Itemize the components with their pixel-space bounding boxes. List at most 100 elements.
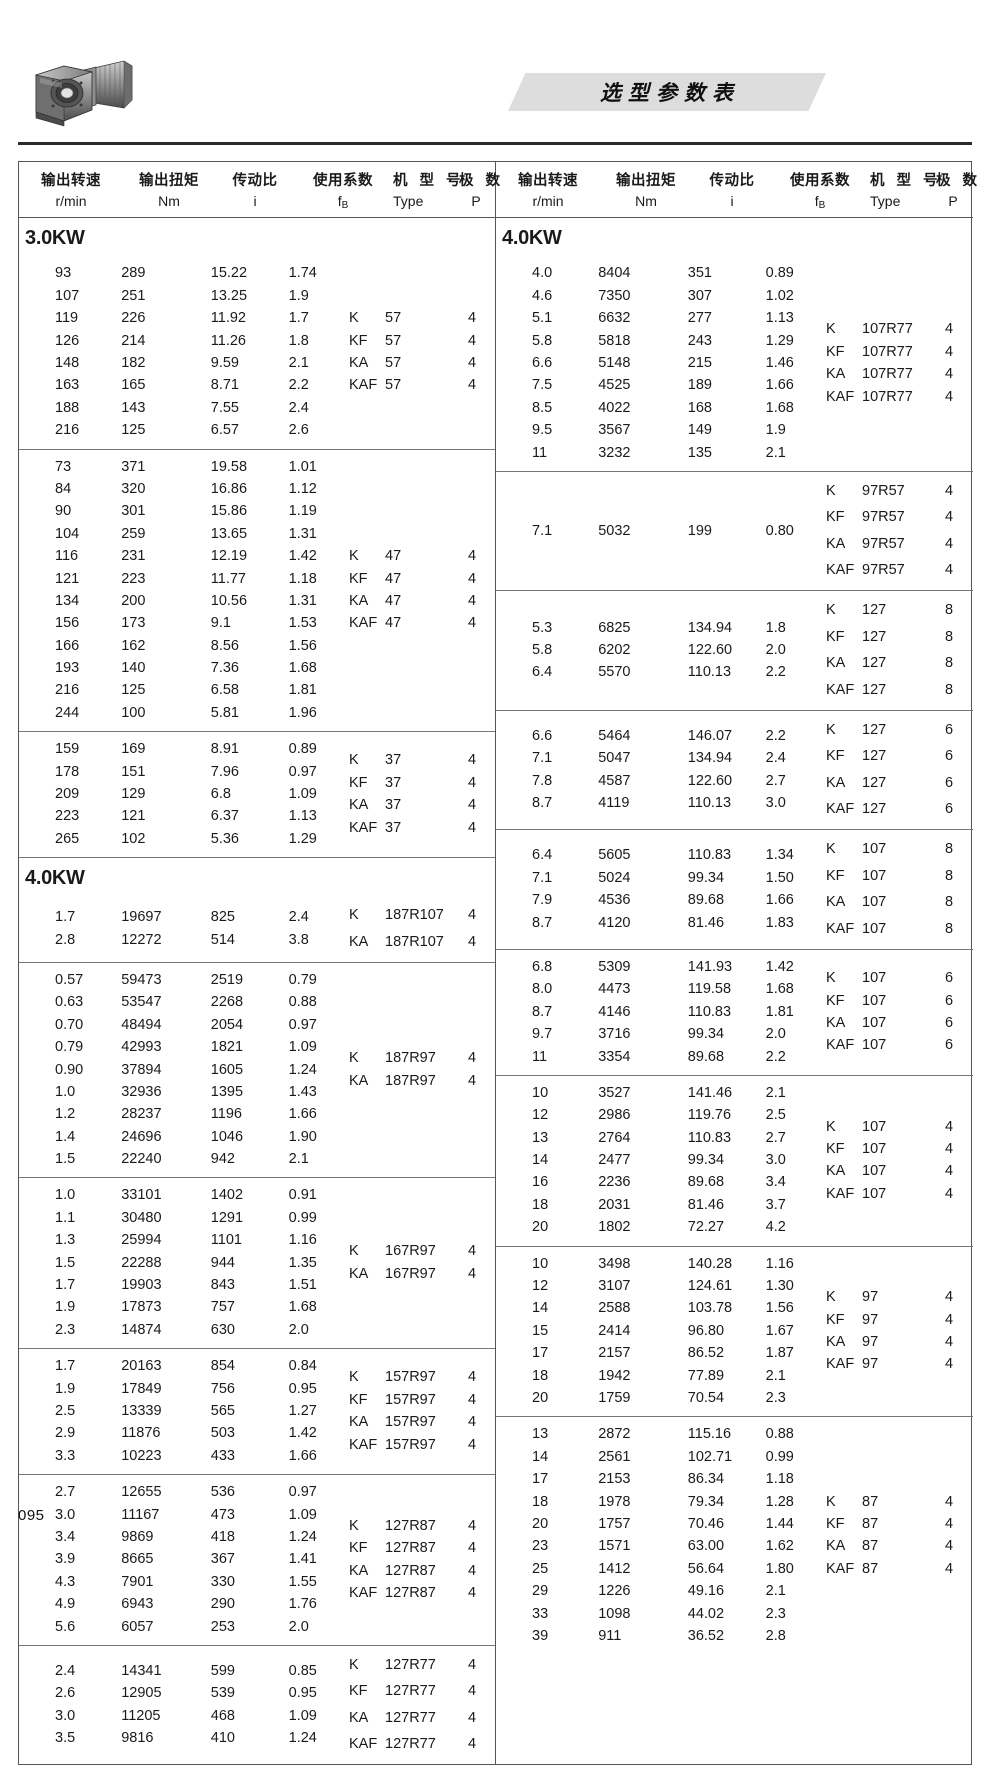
cell-service-factor: 3.0 — [765, 1152, 786, 1169]
cell-service-factor: 2.1 — [765, 1583, 786, 1600]
cell-output-speed: 9.5 — [532, 422, 553, 439]
model-group-block: 2.7 12655 536 0.97 3.0 11167 473 1.09 3.4 9869 418… — [19, 1475, 495, 1646]
cell-service-factor: 1.29 — [288, 830, 317, 847]
cell-service-factor: 0.95 — [288, 1685, 317, 1702]
cell-service-factor: 1.19 — [288, 503, 317, 520]
table-row: 13 2764 110.83 2.7 — [504, 1127, 826, 1149]
cell-output-torque: 12905 — [121, 1685, 162, 1702]
cell-ratio: 290 — [210, 1596, 235, 1613]
cell-type: K 107 — [826, 836, 938, 862]
model-type-row: KA 57 4 — [349, 352, 495, 374]
cell-output-torque: 11876 — [121, 1425, 161, 1442]
cell-type: KA 37 — [349, 794, 461, 816]
type-model: 97R57 — [862, 509, 905, 526]
cell-poles: 4 — [944, 1185, 954, 1202]
cell-output-speed: 17 — [532, 1471, 549, 1488]
cell-ratio: 15.22 — [210, 265, 248, 282]
cell-service-factor: 1.9 — [765, 422, 786, 439]
cell-ratio: 119.58 — [687, 981, 732, 998]
cell-output-torque: 48494 — [121, 1016, 162, 1033]
model-group-block: 10 3498 140.28 1.16 12 3107 124.61 1.30 14 2588 10… — [496, 1247, 973, 1418]
cell-output-torque: 4587 — [598, 772, 631, 789]
parameter-rows: 1.7 20163 854 0.84 1.9 17849 756 0.95 2.5 13339 56… — [19, 1355, 349, 1467]
cell-service-factor: 0.99 — [765, 1448, 794, 1465]
cell-poles: 4 — [467, 1414, 477, 1431]
cell-ratio: 630 — [210, 1321, 235, 1338]
type-model: 127R87 — [385, 1540, 436, 1557]
cell-output-speed: 3.9 — [55, 1551, 76, 1568]
model-type-list: K 127 8 KF 127 8 KA 127 8 KAF 127 8 — [826, 597, 973, 703]
cell-service-factor: 1.90 — [288, 1128, 317, 1145]
table-row: 6.4 5605 110.83 1.34 — [504, 844, 826, 866]
table-row: 7.9 4536 89.68 1.66 — [504, 889, 826, 911]
cell-poles: 4 — [467, 377, 477, 394]
model-type-row: KF 107 8 — [826, 863, 973, 889]
cell-ratio: 1196 — [210, 1106, 242, 1123]
cell-type: KAF 127 — [826, 796, 938, 822]
cell-ratio: 11.92 — [210, 310, 246, 327]
type-prefix: KF — [826, 748, 845, 765]
cell-output-torque: 3354 — [598, 1048, 631, 1065]
cell-type: K 107R77 — [826, 318, 938, 340]
model-group-block: 13 2872 115.16 0.88 14 2561 102.71 0.99 17 2153 86… — [496, 1417, 973, 1654]
type-prefix: KA — [349, 592, 369, 609]
cell-output-speed: 4.6 — [532, 287, 553, 304]
cell-type: KAF 107 — [826, 1034, 938, 1056]
table-row: 159 169 8.91 0.89 — [27, 738, 349, 760]
type-prefix: KAF — [826, 801, 855, 818]
cell-output-torque: 4120 — [598, 914, 631, 931]
cell-output-speed: 73 — [55, 458, 72, 475]
type-prefix: K — [826, 1118, 836, 1135]
cell-output-torque: 1226 — [598, 1583, 631, 1600]
type-model: 157R97 — [385, 1436, 436, 1453]
type-model: 97 — [862, 1289, 879, 1306]
cell-output-speed: 29 — [532, 1583, 549, 1600]
type-prefix: KF — [826, 867, 845, 884]
cell-ratio: 115.16 — [687, 1426, 732, 1443]
cell-output-speed: 1.7 — [55, 1277, 76, 1294]
type-model: 107 — [862, 894, 887, 911]
cell-output-speed: 104 — [55, 525, 80, 542]
type-model: 37 — [385, 752, 402, 769]
cell-service-factor: 2.0 — [765, 1026, 786, 1043]
cell-output-torque: 2986 — [598, 1107, 631, 1124]
model-type-row: KAF 157R97 4 — [349, 1434, 495, 1456]
cell-ratio: 2054 — [210, 1016, 244, 1033]
cell-ratio: 1402 — [210, 1187, 244, 1204]
cell-type: KA 127 — [826, 650, 938, 676]
table-row: 216 125 6.57 2.6 — [27, 419, 349, 441]
type-model: 37 — [385, 797, 402, 814]
cell-output-speed: 3.3 — [55, 1447, 76, 1464]
cell-output-torque: 169 — [121, 741, 146, 758]
header-output-torque-unit: Nm — [635, 192, 657, 209]
parameter-rows: 13 2872 115.16 0.88 14 2561 102.71 0.99 17 2153 86… — [496, 1423, 826, 1647]
cell-type: KA 57 — [349, 352, 461, 374]
cell-output-torque: 19697 — [121, 909, 162, 926]
model-type-list: K 37 4 KF 37 4 KA 37 4 KAF 37 4 — [349, 749, 495, 839]
cell-output-torque: 5148 — [598, 355, 631, 372]
type-prefix: KA — [826, 366, 846, 383]
model-group-block: 5.3 6825 134.94 1.8 5.8 6202 122.60 2.0 6.4 5570 1… — [496, 591, 973, 711]
type-prefix: KF — [826, 343, 845, 360]
model-type-row: KF 97 4 — [826, 1309, 973, 1331]
cell-output-torque: 19903 — [121, 1277, 162, 1294]
type-model: 107R77 — [862, 366, 913, 383]
table-row: 7.8 4587 122.60 2.7 — [504, 770, 826, 792]
parameter-rows: 1.7 19697 825 2.4 2.8 12272 514 3.8 — [19, 906, 349, 951]
cell-type: KF 127 — [826, 743, 938, 769]
cell-poles: 4 — [467, 1050, 477, 1067]
cell-output-torque: 7350 — [598, 287, 631, 304]
cell-output-speed: 0.90 — [55, 1061, 84, 1078]
model-type-row: KAF 97 4 — [826, 1353, 973, 1375]
cell-output-torque: 28237 — [121, 1106, 162, 1123]
model-type-row: KAF 127R87 4 — [349, 1582, 495, 1604]
cell-service-factor: 1.55 — [288, 1573, 317, 1590]
cell-output-torque: 3498 — [598, 1255, 631, 1272]
cell-type: K 87 — [826, 1491, 938, 1513]
cell-output-speed: 1.7 — [55, 1358, 76, 1375]
type-prefix: KA — [826, 535, 846, 552]
cell-poles: 4 — [467, 570, 477, 587]
cell-poles: 6 — [944, 1014, 954, 1031]
cell-poles: 6 — [944, 721, 954, 738]
type-prefix: K — [349, 752, 359, 769]
